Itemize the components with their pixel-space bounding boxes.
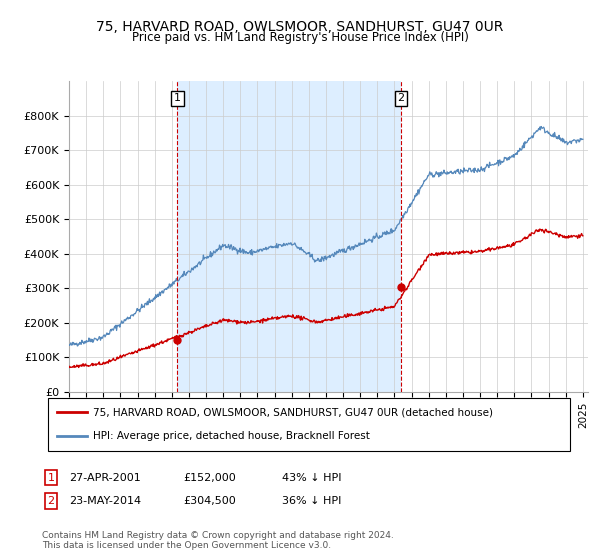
Text: £152,000: £152,000 (183, 473, 236, 483)
Text: 1: 1 (47, 473, 55, 483)
Text: 75, HARVARD ROAD, OWLSMOOR, SANDHURST, GU47 0UR: 75, HARVARD ROAD, OWLSMOOR, SANDHURST, G… (97, 20, 503, 34)
Text: £304,500: £304,500 (183, 496, 236, 506)
Bar (177, 81, 401, 392)
Text: 27-APR-2001: 27-APR-2001 (69, 473, 141, 483)
Text: Price paid vs. HM Land Registry's House Price Index (HPI): Price paid vs. HM Land Registry's House … (131, 31, 469, 44)
Text: 2: 2 (47, 496, 55, 506)
Text: 1: 1 (174, 94, 181, 103)
Text: 23-MAY-2014: 23-MAY-2014 (69, 496, 141, 506)
Text: 2: 2 (398, 94, 404, 103)
Text: HPI: Average price, detached house, Bracknell Forest: HPI: Average price, detached house, Brac… (93, 431, 370, 441)
Text: 36% ↓ HPI: 36% ↓ HPI (282, 496, 341, 506)
Text: 75, HARVARD ROAD, OWLSMOOR, SANDHURST, GU47 0UR (detached house): 75, HARVARD ROAD, OWLSMOOR, SANDHURST, G… (93, 408, 493, 418)
Text: 43% ↓ HPI: 43% ↓ HPI (282, 473, 341, 483)
Text: Contains HM Land Registry data © Crown copyright and database right 2024.
This d: Contains HM Land Registry data © Crown c… (42, 531, 394, 550)
